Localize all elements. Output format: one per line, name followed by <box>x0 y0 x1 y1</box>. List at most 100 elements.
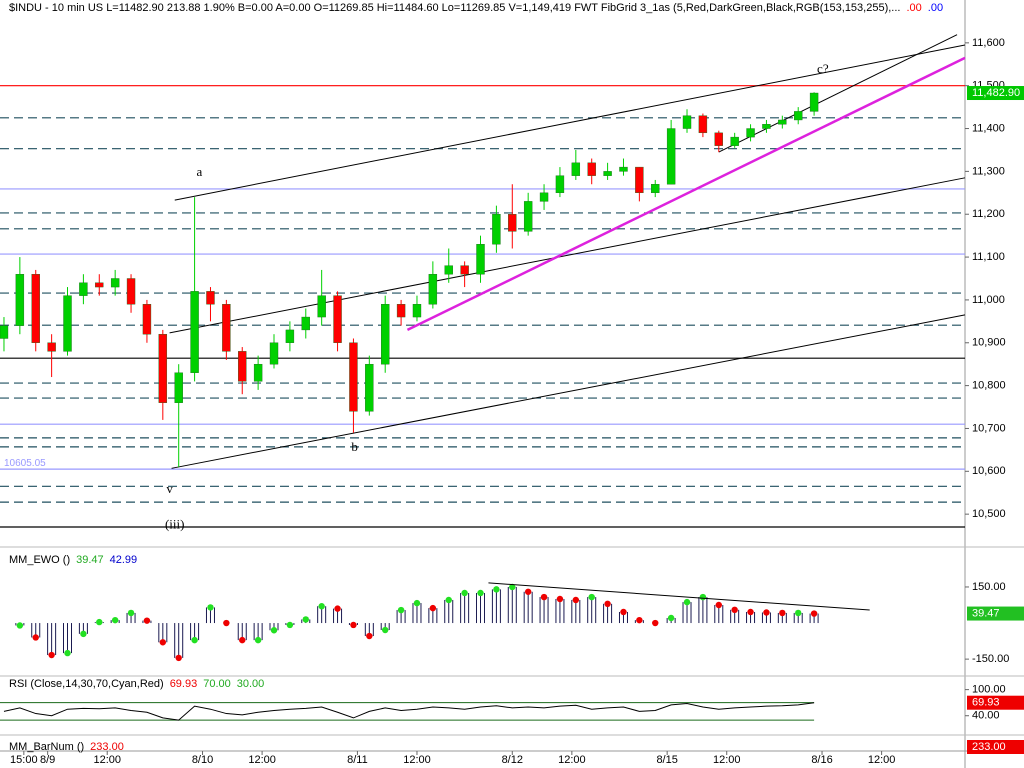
ewo-dot <box>588 593 595 601</box>
barnum-value-label: 233.00 <box>972 741 1006 753</box>
ewo-dot <box>461 589 468 597</box>
ewo-dot <box>810 610 818 617</box>
candle-body <box>47 342 56 352</box>
candle-body <box>158 333 168 403</box>
ewo-dot <box>604 600 611 608</box>
candle-body <box>762 124 771 129</box>
candle-body <box>269 342 279 365</box>
header-item: MM_BarNum () <box>9 741 84 753</box>
trendline <box>406 56 966 332</box>
ewo-dot <box>318 603 325 610</box>
candle-body <box>174 372 183 403</box>
wave-label: c? <box>817 61 829 76</box>
last-price-box <box>967 86 1024 101</box>
candle-body <box>412 304 422 318</box>
y-tick-label: 100.00 <box>972 684 1006 696</box>
y-tick-label: 10,800 <box>972 380 1006 392</box>
candle-body <box>381 304 390 365</box>
x-tick-label: 12:00 <box>403 754 431 766</box>
ewo-dot <box>667 614 675 622</box>
ewo-dot <box>524 588 532 595</box>
y-tick-label: 10,600 <box>972 465 1006 477</box>
x-tick-label: 12:00 <box>93 754 121 766</box>
candle-body <box>428 274 438 305</box>
y-tick-label: -150.00 <box>972 653 1009 665</box>
trendline <box>174 44 966 201</box>
trendline <box>169 177 966 334</box>
y-tick-label: 11,000 <box>972 294 1005 306</box>
rsi-value-box <box>967 695 1024 710</box>
header-item: 42.99 <box>110 554 138 566</box>
panel-header: RSI (Close,14,30,70,Cyan,Red) 69.93 70.00 3… <box>9 678 264 690</box>
candle-body <box>222 304 231 352</box>
ewo-dot <box>175 654 182 662</box>
panel-header: MM_EWO () 39.47 42.99 <box>9 554 137 566</box>
ewo-dot <box>350 621 357 629</box>
candle-body <box>285 329 295 343</box>
ewo-dot <box>334 605 341 612</box>
ewo-dot <box>477 589 484 597</box>
header-item: .00 <box>928 2 943 14</box>
ewo-dot <box>636 616 643 624</box>
candle-body <box>206 291 215 305</box>
candle-body <box>126 278 136 305</box>
x-tick-label: 8/15 <box>656 754 677 766</box>
candle-body <box>317 295 326 318</box>
ewo-dot <box>48 651 55 659</box>
ewo-dot <box>270 627 278 634</box>
header-item: $INDU - 10 min US L=11482.90 213.88 1.90… <box>9 2 900 14</box>
candle-body <box>301 316 310 331</box>
ewo-dot <box>191 636 198 644</box>
wave-label: (iii) <box>165 516 185 531</box>
header-item: 39.47 <box>76 554 104 566</box>
candle-body <box>190 291 199 373</box>
candle-body <box>523 201 533 232</box>
ewo-dot <box>683 598 691 606</box>
ewo-dot <box>493 586 500 593</box>
y-tick-label: 11,400 <box>972 122 1005 134</box>
candle-body <box>95 282 104 288</box>
candle-body <box>31 274 40 343</box>
ewo-dot <box>127 609 135 617</box>
trendline <box>718 34 958 153</box>
last-price-label: 11,482.90 <box>972 87 1020 99</box>
ewo-dot <box>652 619 659 627</box>
x-tick-label: 8/16 <box>811 754 832 766</box>
candle-body <box>651 184 660 194</box>
ewo-dot <box>207 604 214 611</box>
ewo-dot <box>64 649 71 657</box>
wave-label: b <box>351 439 358 454</box>
y-tick-label: 11,100 <box>972 251 1005 263</box>
candle-body <box>714 132 723 146</box>
ewo-dot <box>795 609 802 617</box>
candle-body <box>79 282 88 296</box>
ewo-dot <box>254 636 262 644</box>
candle-body <box>555 175 565 194</box>
candle-body <box>349 342 358 412</box>
wave-label: v <box>166 481 173 496</box>
ewo-dot <box>572 596 580 604</box>
header-item: .00 <box>906 2 921 14</box>
x-tick-label: 12:00 <box>868 754 896 766</box>
y-tick-label: 10,500 <box>972 508 1006 520</box>
ewo-dot <box>715 601 722 609</box>
candle-body <box>142 304 152 335</box>
ewo-dot <box>286 621 294 629</box>
y-tick-label: 10,700 <box>972 422 1006 434</box>
candle-body <box>508 214 517 232</box>
panel-header: MM_BarNum () 233.00 <box>9 741 124 753</box>
candle-body <box>571 162 581 176</box>
y-tick-label: 11,300 <box>972 165 1005 177</box>
header-item: 233.00 <box>90 741 124 753</box>
x-tick-label: 12:00 <box>248 754 276 766</box>
candle-body <box>698 115 708 134</box>
x-tick-label: 8/11 <box>347 754 368 766</box>
candle-body <box>396 304 406 318</box>
ewo-dot <box>763 609 770 616</box>
ewo-dot <box>731 606 738 614</box>
candle-body <box>619 166 628 172</box>
ewo-dot <box>223 619 230 627</box>
candle-body <box>666 128 676 185</box>
